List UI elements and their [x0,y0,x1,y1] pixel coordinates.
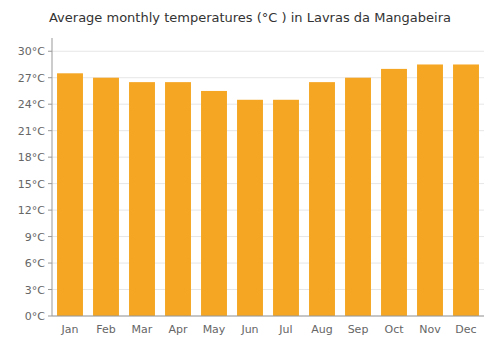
y-tick-label: 30°C [18,45,45,58]
y-tick [48,130,52,131]
bar [417,64,443,316]
x-tick-label: Oct [384,323,404,336]
bar [453,64,479,316]
grid-line [52,316,484,317]
y-tick-label: 27°C [18,72,45,85]
y-axis-line [52,38,53,316]
bars [57,64,479,316]
bar [273,100,299,316]
bar [93,78,119,316]
x-axis-line [52,316,484,317]
x-tick-label: Jul [278,323,292,336]
x-tick-label: Aug [311,323,332,336]
x-tick-label: Jan [61,323,79,336]
y-tick-label: 3°C [25,284,45,297]
y-tick [48,289,52,290]
y-tick [48,104,52,105]
x-tick-label: Sep [348,323,369,336]
chart-container: Average monthly temperatures (°C ) in La… [0,0,500,350]
x-tick-label: May [203,323,226,336]
x-tick-label: Apr [168,323,188,336]
x-tick-label: Dec [455,323,476,336]
y-tick-label: 0°C [25,310,45,323]
bar [309,82,335,316]
y-tick-label: 15°C [18,178,45,191]
y-tick-label: 24°C [18,98,45,111]
y-ticks: 0°C 3°C 6°C 9°C 12°C 15°C 18°C 21°C 24°C 27°C 30°C [18,45,52,323]
y-tick-label: 21°C [18,125,45,138]
x-tick-label: Mar [132,323,153,336]
bar [381,69,407,316]
y-tick-label: 9°C [25,231,45,244]
y-tick [48,316,52,317]
y-tick [48,236,52,237]
bar [57,73,83,316]
y-tick [48,157,52,158]
bar [345,78,371,316]
grid [52,51,484,316]
y-tick [48,51,52,52]
y-tick-label: 6°C [25,257,45,270]
bar [201,91,227,316]
x-ticks: Jan Feb Mar Apr May Jun Jul Aug Sep Oct Nov Dec [61,323,477,336]
bar [129,82,155,316]
bar [165,82,191,316]
title: Average monthly temperatures (°C ) in La… [49,10,451,25]
y-tick [48,210,52,211]
y-tick-label: 18°C [18,151,45,164]
y-tick [48,77,52,78]
y-tick [48,263,52,264]
x-tick-label: Nov [419,323,441,336]
chart: Average monthly temperatures (°C ) in La… [0,0,500,350]
x-tick-label: Feb [96,323,115,336]
grid-line [52,51,484,52]
x-tick-label: Jun [240,323,258,336]
bar [237,100,263,316]
y-tick-label: 12°C [18,204,45,217]
y-tick [48,183,52,184]
